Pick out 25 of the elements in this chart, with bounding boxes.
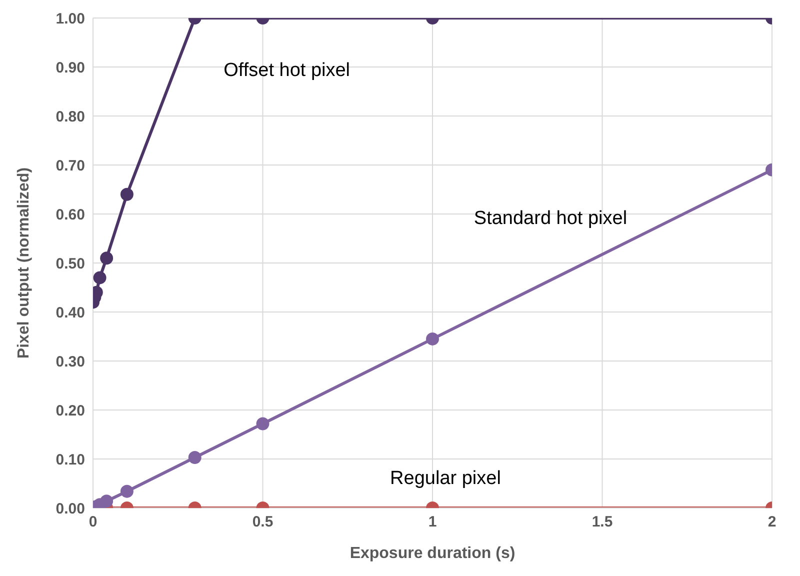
y-tick-label: 0.90 — [56, 59, 85, 76]
x-tick-label: 0 — [88, 514, 98, 531]
y-tick-label: 0.00 — [56, 500, 85, 518]
series-label: Regular pixel — [390, 468, 501, 490]
x-tick-label: 2 — [768, 514, 776, 531]
x-tick-label: 1 — [428, 514, 437, 531]
text: Offset hot pixel — [224, 60, 350, 82]
y-tick-label: 0.60 — [56, 206, 85, 224]
series-label: Standard hot pixel — [474, 208, 628, 229]
y-tick-label: 0.40 — [56, 304, 85, 322]
y-tick-label: 0.20 — [56, 402, 85, 420]
point — [120, 188, 134, 201]
y-axis-title: Pixel output (normalized) — [16, 167, 33, 359]
x-tick-label: 0.5 — [252, 514, 274, 531]
point — [426, 332, 439, 346]
y-tick-label: 0.30 — [56, 353, 85, 370]
point — [100, 252, 114, 265]
x-axis-title: Exposure duration (s) — [350, 545, 516, 562]
x-tick-label: 1.5 — [592, 514, 613, 531]
y-tick-label: 0.70 — [56, 157, 85, 174]
y-tick-label: 0.10 — [56, 451, 85, 468]
point — [93, 271, 106, 284]
y-tick-label: 1.00 — [56, 10, 85, 28]
y-tick-label: 0.50 — [56, 255, 85, 272]
y-tick-label: 0.80 — [56, 108, 85, 126]
